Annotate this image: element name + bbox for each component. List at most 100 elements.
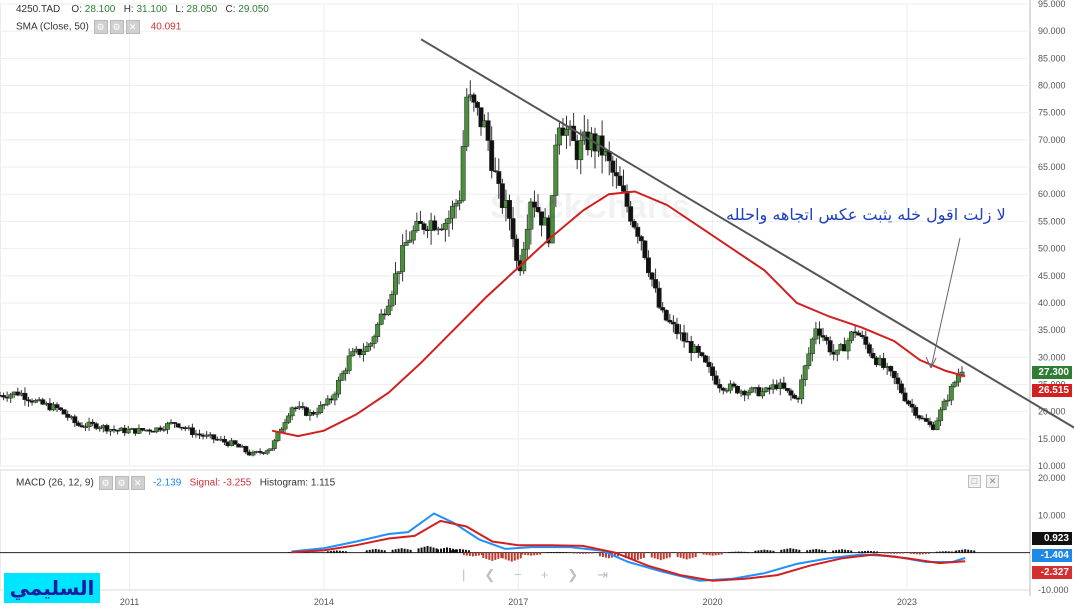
settings-icon[interactable]: ⚙	[98, 476, 113, 490]
macd-histogram-bar	[497, 552, 500, 559]
macd-histogram-bar	[676, 552, 679, 557]
scroll-end-icon[interactable]: ⇥	[597, 567, 608, 582]
candle-body	[325, 398, 331, 405]
macd-histogram-bar	[941, 551, 944, 553]
candle-body	[507, 200, 512, 219]
macd-histogram-bar	[467, 550, 470, 553]
candle-body	[888, 366, 894, 372]
close-icon[interactable]: ✕	[125, 20, 140, 34]
macd-histogram-bar	[607, 552, 610, 559]
price-y-tick-label: 60.000	[1038, 189, 1066, 199]
signal-tag: -2.327	[1032, 566, 1072, 579]
candle-body	[343, 370, 349, 374]
candle-body	[906, 400, 911, 405]
symbol: 4250.TAD	[16, 4, 61, 15]
macd-histogram-bar	[685, 552, 688, 560]
macd-histogram-bar	[717, 552, 720, 555]
price-y-tick-label: 10.000	[1038, 461, 1066, 471]
candle-body	[528, 201, 534, 230]
macd-histogram-bar	[757, 550, 760, 553]
macd-histogram-bar	[835, 550, 838, 553]
macd-histogram-bar	[780, 549, 783, 553]
low-label: L:	[175, 4, 184, 15]
scroll-right-icon[interactable]: ❯	[567, 567, 579, 582]
candle-body	[610, 160, 616, 173]
close-icon[interactable]: ✕	[130, 476, 145, 490]
price-y-tick-label: 65.000	[1038, 162, 1066, 172]
candle-body	[442, 222, 448, 230]
macd-histogram-bar	[403, 548, 406, 553]
candle-body	[54, 404, 60, 409]
macd-histogram-bar	[432, 547, 435, 553]
macd-histogram-bar	[858, 551, 861, 553]
macd-histogram-bar	[656, 552, 659, 560]
annotation-arrow	[930, 237, 961, 369]
gear-icon[interactable]: ⚙	[114, 476, 129, 490]
macd-histogram-bar	[377, 549, 380, 553]
macd-histogram-bar	[591, 552, 594, 554]
candle-body	[645, 257, 651, 274]
price-y-tick-label: 35.000	[1038, 325, 1066, 335]
close-value: 29.050	[238, 4, 269, 15]
sma-line	[271, 190, 966, 438]
settings-icon[interactable]: ⚙	[93, 20, 108, 34]
macd-histogram-bar	[889, 552, 892, 554]
candle-body	[781, 382, 787, 389]
candle-body	[556, 127, 562, 146]
macd-histogram-bar	[883, 552, 886, 554]
zoom-out-icon[interactable]: −	[514, 567, 522, 582]
macd-histogram-bar	[953, 551, 956, 553]
macd-histogram-bar	[886, 552, 889, 554]
macd-histogram-bar	[344, 551, 347, 553]
macd-histogram-bar	[938, 551, 941, 553]
candle-body	[371, 336, 377, 344]
macd-histogram-bar	[760, 550, 763, 553]
macd-histogram-bar	[708, 552, 711, 556]
macd-histogram-bar	[494, 552, 497, 560]
macd-histogram-bar	[746, 551, 749, 553]
macd-histogram-bar	[924, 552, 927, 555]
candle-body	[653, 279, 659, 289]
candle-body	[621, 185, 626, 192]
candle-body	[895, 377, 901, 385]
candle-body	[631, 221, 637, 228]
macd-histogram-bar	[798, 549, 801, 553]
candle-body	[564, 129, 569, 136]
candle-body	[674, 323, 680, 335]
x-tick-label: 2020	[703, 597, 723, 607]
macd-histogram-bar	[873, 551, 876, 553]
macd-histogram-bar	[452, 549, 455, 553]
macd-histogram-bar	[420, 547, 423, 553]
macd-histogram-bar	[338, 550, 341, 553]
candle-body	[760, 391, 765, 397]
macd-histogram-bar	[743, 551, 746, 553]
macd-histogram-bar	[642, 552, 645, 558]
trendline	[420, 38, 1074, 429]
macd-histogram-bar	[449, 550, 452, 553]
macd-histogram-bar	[892, 552, 895, 554]
candle-body	[749, 387, 755, 393]
macd-histogram-bar	[838, 549, 841, 553]
macd-histogram-bar	[665, 552, 668, 559]
price-y-tick-label: 75.000	[1038, 108, 1066, 118]
macd-histogram-bar	[850, 550, 853, 553]
candle-body	[927, 421, 933, 425]
candle-body	[660, 307, 666, 311]
macd-histogram-bar	[714, 552, 717, 556]
price-y-tick-label: 50.000	[1038, 244, 1066, 254]
macd-histogram-bar	[474, 552, 477, 556]
close-window-icon[interactable]: ✕	[986, 475, 999, 488]
macd-histogram-bar	[668, 552, 671, 558]
candle-body	[817, 328, 822, 336]
gear-icon[interactable]: ⚙	[109, 20, 124, 34]
zoom-in-icon[interactable]: +	[540, 567, 549, 582]
restore-icon[interactable]: □	[968, 475, 981, 488]
macd-histogram-bar	[967, 549, 970, 553]
candle-body	[496, 171, 502, 184]
candle-body	[175, 423, 181, 428]
candle-body	[492, 170, 498, 172]
candle-body	[499, 183, 505, 209]
candle-body	[955, 374, 961, 383]
macd-histogram-bar	[576, 552, 579, 554]
scroll-left-icon[interactable]: ❮	[484, 567, 496, 582]
